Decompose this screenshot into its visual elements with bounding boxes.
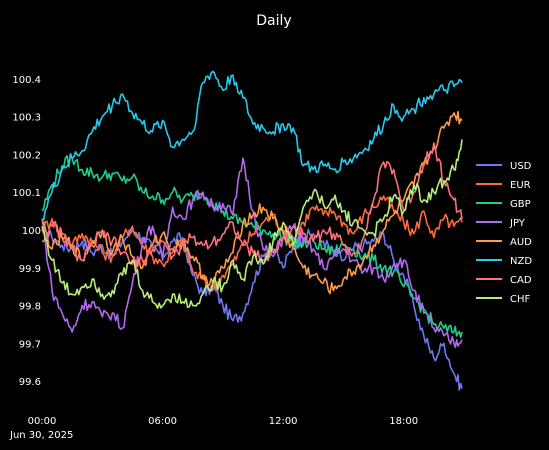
legend-label-gbp: GBP [510, 199, 531, 210]
x-tick-label: 06:00 [148, 416, 177, 427]
x-tick-label: 00:00 [28, 416, 57, 427]
series-group [41, 70, 463, 391]
series-line-nzd [41, 70, 463, 221]
series-line-jpy [41, 157, 463, 349]
y-tick-label: 100 [22, 226, 41, 237]
y-axis: 99.6 99.7 99.8 99.9 100 100.1 100.2 100.3 100.4 [12, 75, 41, 388]
legend-label-nzd: NZD [510, 256, 532, 267]
y-tick-label: 99.9 [19, 264, 41, 275]
legend: USD EUR GBP JPY AUD NZD CAD CHF [476, 161, 532, 305]
legend-label-aud: AUD [510, 237, 532, 248]
x-axis: Jun 30, 2025 00:00 06:00 12:00 18:00 [9, 416, 418, 441]
series-line-eur [41, 195, 463, 293]
series-line-gbp [41, 153, 463, 339]
legend-label-jpy: JPY [509, 218, 526, 229]
y-tick-label: 100.3 [12, 113, 41, 124]
series-line-chf [41, 139, 463, 310]
legend-label-chf: CHF [510, 294, 531, 305]
y-tick-label: 100.1 [12, 188, 41, 199]
legend-label-cad: CAD [510, 275, 532, 286]
legend-label-eur: EUR [510, 180, 531, 191]
legend-label-usd: USD [510, 161, 532, 172]
x-date-label: Jun 30, 2025 [9, 430, 73, 441]
series-line-cad [41, 142, 463, 270]
x-tick-label: 12:00 [269, 416, 298, 427]
y-tick-label: 99.7 [19, 339, 41, 350]
series-line-aud [42, 110, 463, 295]
y-tick-label: 99.8 [19, 302, 41, 313]
chart-title: Daily [256, 13, 291, 29]
y-tick-label: 100.2 [12, 150, 41, 161]
x-tick-label: 18:00 [389, 416, 418, 427]
y-tick-label: 100.4 [12, 75, 41, 86]
y-tick-label: 99.6 [19, 377, 41, 388]
